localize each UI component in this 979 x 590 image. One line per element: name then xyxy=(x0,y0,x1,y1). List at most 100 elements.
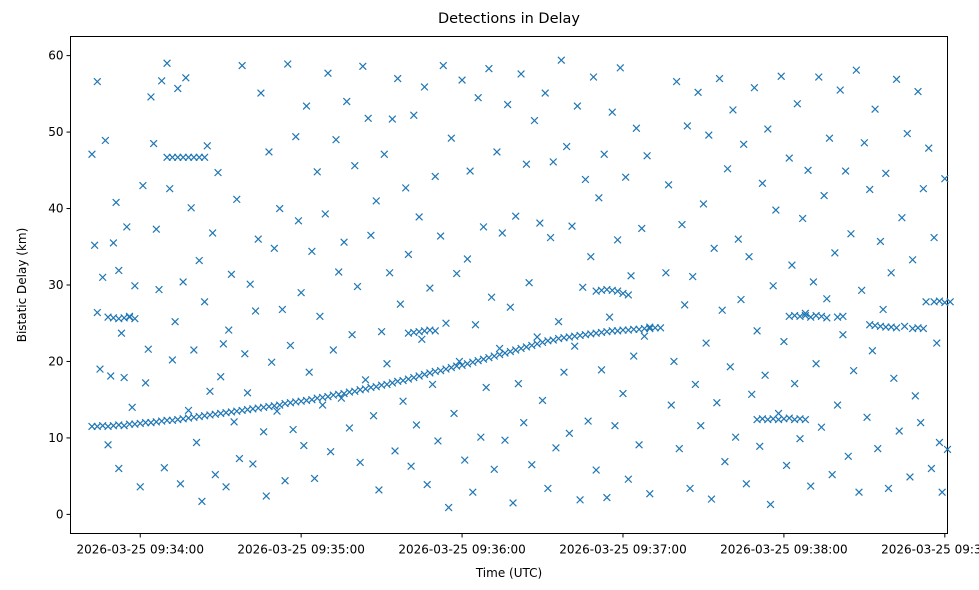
data-point-marker xyxy=(586,252,595,261)
data-point-marker xyxy=(723,164,732,173)
data-point-marker xyxy=(584,417,592,425)
data-point-marker xyxy=(495,344,504,353)
data-point-marker xyxy=(308,247,316,256)
data-point-marker xyxy=(511,346,520,354)
data-point-marker xyxy=(546,233,555,242)
data-point-marker xyxy=(868,346,877,355)
data-point-marker xyxy=(485,353,493,362)
data-point-marker xyxy=(375,486,383,494)
data-point-marker xyxy=(270,244,279,253)
data-point-marker xyxy=(790,379,799,388)
x-tick-label: 2026-03-25 09:34:00 xyxy=(77,543,204,557)
data-point-marker xyxy=(884,484,893,493)
data-point-marker xyxy=(501,436,509,445)
data-point-marker xyxy=(849,366,858,375)
data-point-marker xyxy=(822,294,831,303)
data-point-marker xyxy=(769,281,777,290)
data-point-marker xyxy=(364,114,373,123)
data-point-marker xyxy=(688,272,697,281)
data-point-marker xyxy=(892,323,901,332)
data-point-marker xyxy=(120,421,128,430)
data-point-marker xyxy=(517,344,525,353)
data-point-marker xyxy=(350,161,359,170)
x-axis-label: Time (UTC) xyxy=(475,566,542,580)
data-point-marker xyxy=(128,403,137,412)
data-point-marker xyxy=(812,359,820,368)
data-point-marker xyxy=(616,64,625,72)
data-point-marker xyxy=(645,489,654,498)
data-point-marker xyxy=(208,229,217,237)
data-point-marker xyxy=(93,308,102,317)
data-point-marker xyxy=(114,464,123,473)
data-point-marker xyxy=(361,385,370,393)
data-point-marker xyxy=(329,346,338,354)
data-point-marker xyxy=(726,362,735,371)
data-point-marker xyxy=(519,418,528,427)
data-point-marker xyxy=(517,70,525,78)
data-point-marker xyxy=(93,77,102,86)
data-point-marker xyxy=(836,86,845,94)
data-point-marker xyxy=(844,452,853,461)
data-point-marker xyxy=(855,488,863,497)
data-point-marker xyxy=(356,458,364,467)
data-point-marker xyxy=(458,76,466,84)
data-point-marker xyxy=(206,387,214,396)
data-point-marker xyxy=(452,269,461,278)
data-point-marker xyxy=(772,206,780,214)
data-point-marker xyxy=(232,195,241,204)
data-point-marker xyxy=(801,309,810,318)
data-point-marker xyxy=(173,84,182,93)
data-point-marker xyxy=(471,320,480,329)
data-point-marker xyxy=(383,380,391,389)
data-point-marker xyxy=(694,88,702,97)
data-point-marker xyxy=(393,74,402,83)
data-point-marker xyxy=(249,460,257,468)
data-point-marker xyxy=(171,317,179,326)
data-point-marker xyxy=(509,499,517,507)
data-point-marker xyxy=(200,153,209,162)
data-point-marker xyxy=(865,185,874,194)
data-point-marker xyxy=(589,73,598,81)
data-point-marker xyxy=(353,282,362,291)
data-point-marker xyxy=(468,358,477,367)
data-point-marker xyxy=(605,313,614,321)
data-point-marker xyxy=(485,64,493,73)
data-point-marker xyxy=(506,303,515,311)
data-point-marker xyxy=(908,255,917,264)
data-point-marker xyxy=(114,266,123,275)
data-point-marker xyxy=(841,167,850,175)
data-point-marker xyxy=(570,342,579,350)
data-point-marker xyxy=(139,181,147,190)
data-point-marker xyxy=(527,341,536,350)
data-point-marker xyxy=(932,339,941,347)
data-point-marker xyxy=(664,181,673,189)
data-point-marker xyxy=(474,93,482,102)
data-point-marker xyxy=(683,122,692,130)
data-point-marker xyxy=(565,429,574,438)
data-point-marker xyxy=(442,365,450,373)
data-point-marker xyxy=(680,301,689,309)
data-point-marker xyxy=(372,197,381,205)
data-point-marker xyxy=(308,395,316,404)
data-point-marker xyxy=(527,460,536,469)
data-point-marker xyxy=(482,383,491,392)
data-point-marker xyxy=(895,427,904,435)
data-point-marker xyxy=(184,406,193,415)
data-point-marker xyxy=(404,250,413,259)
data-point-marker xyxy=(305,368,314,376)
data-point-marker xyxy=(833,401,842,409)
data-point-marker xyxy=(729,106,737,114)
data-point-marker xyxy=(380,150,389,159)
data-point-marker xyxy=(426,369,434,377)
data-point-marker xyxy=(407,462,415,471)
data-point-marker xyxy=(825,134,834,143)
data-point-marker xyxy=(179,278,187,286)
data-point-marker xyxy=(420,370,429,379)
data-point-marker xyxy=(348,330,356,339)
data-point-marker xyxy=(326,447,335,456)
data-point-marker xyxy=(361,375,370,384)
data-point-marker xyxy=(241,349,249,358)
data-point-marker xyxy=(447,134,456,143)
y-tick-label: 30 xyxy=(48,278,63,292)
data-point-marker xyxy=(106,372,115,380)
